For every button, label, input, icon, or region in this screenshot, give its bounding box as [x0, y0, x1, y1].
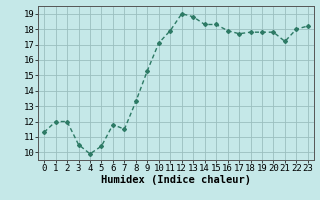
X-axis label: Humidex (Indice chaleur): Humidex (Indice chaleur): [101, 175, 251, 185]
